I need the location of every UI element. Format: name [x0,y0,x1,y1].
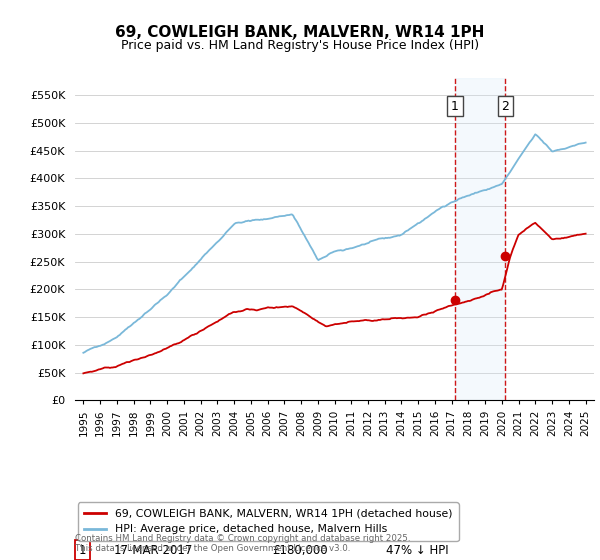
Text: Contains HM Land Registry data © Crown copyright and database right 2025.
This d: Contains HM Land Registry data © Crown c… [75,534,410,553]
Text: 2: 2 [502,100,509,113]
Text: 69, COWLEIGH BANK, MALVERN, WR14 1PH: 69, COWLEIGH BANK, MALVERN, WR14 1PH [115,25,485,40]
Legend: 69, COWLEIGH BANK, MALVERN, WR14 1PH (detached house), HPI: Average price, detac: 69, COWLEIGH BANK, MALVERN, WR14 1PH (de… [78,502,458,541]
Text: Price paid vs. HM Land Registry's House Price Index (HPI): Price paid vs. HM Land Registry's House … [121,39,479,53]
Text: 47% ↓ HPI: 47% ↓ HPI [386,544,449,557]
Text: 1: 1 [79,544,86,557]
Bar [455,78,505,400]
Text: £180,000: £180,000 [272,544,328,557]
Text: 1: 1 [451,100,459,113]
Text: 17-MAR-2017: 17-MAR-2017 [114,544,193,557]
